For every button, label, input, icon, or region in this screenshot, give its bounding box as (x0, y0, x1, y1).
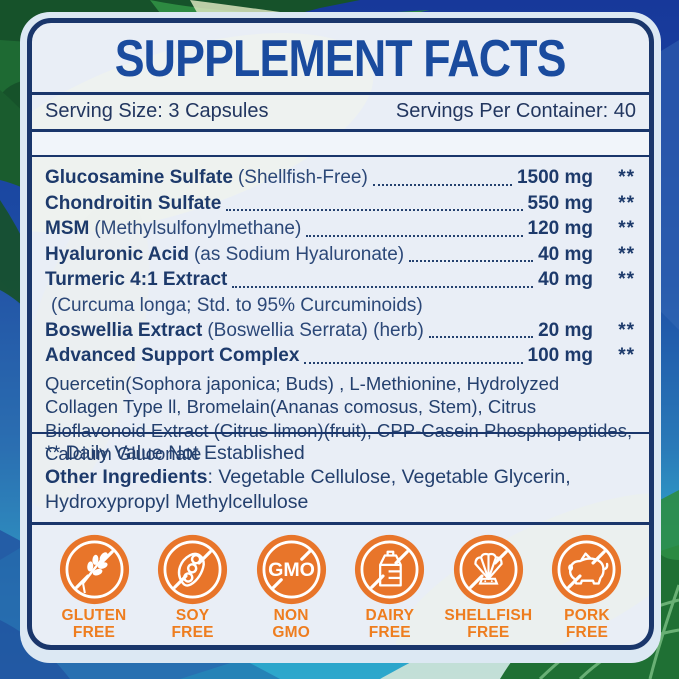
title-section: SUPPLEMENT FACTS (32, 23, 649, 95)
other-ingredients-label: Other Ingredients (45, 466, 208, 488)
ingredient-name: Advanced Support Complex (45, 345, 300, 366)
ingredient-row-advanced-complex: Advanced Support Complex 100 mg ** (45, 343, 639, 369)
milk-carton-icon (355, 534, 425, 605)
dot-leader (232, 285, 534, 288)
dot-leader (306, 234, 523, 237)
other-ingredients-line: Other Ingredients: Vegetable Cellulose, … (45, 465, 636, 514)
badge-label: PORK FREE (564, 607, 610, 641)
ingredient-detail: (Methylsulfonylmethane) (94, 218, 302, 239)
ingredient-row-boswellia: Boswellia Extract (Boswellia Serrata) (h… (45, 318, 639, 344)
ingredient-detail: (Boswellia Serrata) (herb) (207, 319, 424, 341)
ingredient-row-chondroitin: Chondroitin Sulfate 550 mg ** (45, 191, 639, 217)
dot-leader (428, 336, 534, 338)
turmeric-subline: (Curcuma longa; Std. to 95% Curcuminoids… (51, 294, 423, 316)
ingredient-amount: 100 mg (527, 345, 593, 366)
other-ingredients-text: : Vegetable Cellulose, Vegetable Glyceri… (45, 466, 571, 513)
free-from-badges-row: GLUTEN FREE (32, 522, 649, 645)
page-title: SUPPLEMENT FACTS (115, 30, 567, 88)
badge-dairy-free: DAIRY FREE (341, 534, 439, 641)
ingredient-dv: ** (618, 319, 635, 341)
daily-value-note: ** Daily Value Not Established (45, 441, 305, 464)
badge-label: DAIRY FREE (365, 607, 415, 641)
dot-leader (409, 260, 534, 262)
badge-non-gmo: GMO NON GMO (242, 534, 340, 641)
ingredient-name: Glucosamine Sulfate (45, 167, 233, 188)
ingredient-name: Hyaluronic Acid (45, 243, 189, 265)
ingredient-dv: ** (618, 345, 635, 366)
ingredient-amount: 120 mg (527, 218, 593, 239)
complex-ingredients-description: Quercetin(Sophora japonica; Buds) , L-Me… (45, 372, 633, 465)
ingredient-amount: 550 mg (527, 192, 593, 214)
ingredient-detail: (Shellfish-Free) (237, 167, 368, 188)
badge-shellfish-free: SHELLFISH FREE (439, 534, 537, 641)
ingredient-dv: ** (618, 167, 635, 188)
ingredient-row-turmeric: Turmeric 4:1 Extract 40 mg ** (45, 267, 639, 293)
ingredient-amount: 20 mg (538, 319, 593, 341)
facts-panel-outer: SUPPLEMENT FACTS Serving Size: 3 Capsule… (20, 12, 661, 663)
spacer-band (32, 132, 649, 157)
badge-label: SHELLFISH FREE (444, 607, 533, 641)
badge-pork-free: PORK FREE (538, 534, 636, 641)
gmo-icon: GMO (256, 534, 326, 605)
ingredient-amount: 1500 mg (516, 167, 593, 188)
badge-label: NON GMO (272, 607, 310, 641)
supplement-facts-panel: SUPPLEMENT FACTS Serving Size: 3 Capsule… (27, 18, 654, 650)
ingredient-dv: ** (618, 243, 635, 265)
ingredient-amount: 40 mg (538, 243, 593, 265)
servings-per-container: Servings Per Container: 40 (395, 100, 636, 122)
dot-leader (226, 209, 523, 211)
ingredient-detail: (as Sodium Hyaluronate) (193, 243, 405, 265)
ingredients-section: Glucosamine Sulfate (Shellfish-Free) 150… (32, 157, 649, 464)
dot-leader (372, 183, 512, 186)
badge-label: SOY FREE (171, 607, 214, 641)
ingredient-dv: ** (618, 218, 635, 239)
badge-soy-free: SOY FREE (144, 534, 242, 641)
dot-leader (304, 361, 523, 364)
ingredient-row-glucosamine: Glucosamine Sulfate (Shellfish-Free) 150… (45, 165, 639, 191)
badge-label: GLUTEN FREE (61, 607, 127, 641)
ingredient-dv: ** (618, 269, 635, 290)
ingredient-name: MSM (45, 218, 90, 239)
ingredient-dv: ** (618, 192, 635, 214)
ingredient-name: Boswellia Extract (45, 319, 203, 341)
pig-icon (552, 534, 622, 605)
footnotes-section: ** Daily Value Not Established Other Ing… (32, 431, 649, 523)
serving-size: Serving Size: 3 Capsules (45, 100, 269, 122)
ingredient-row-msm: MSM (Methylsulfonylmethane) 120 mg ** (45, 216, 639, 242)
serving-row: Serving Size: 3 Capsules Servings Per Co… (32, 95, 649, 132)
ingredient-amount: 40 mg (538, 269, 593, 290)
svg-text:GMO: GMO (268, 559, 315, 581)
soybean-icon (158, 534, 228, 605)
ingredient-name: Turmeric 4:1 Extract (45, 269, 228, 290)
wheat-icon (59, 534, 129, 605)
ingredient-name: Chondroitin Sulfate (45, 192, 222, 214)
badge-gluten-free: GLUTEN FREE (45, 534, 143, 641)
scallop-shell-icon (453, 534, 523, 605)
ingredient-row-hyaluronic: Hyaluronic Acid (as Sodium Hyaluronate) … (45, 242, 639, 268)
